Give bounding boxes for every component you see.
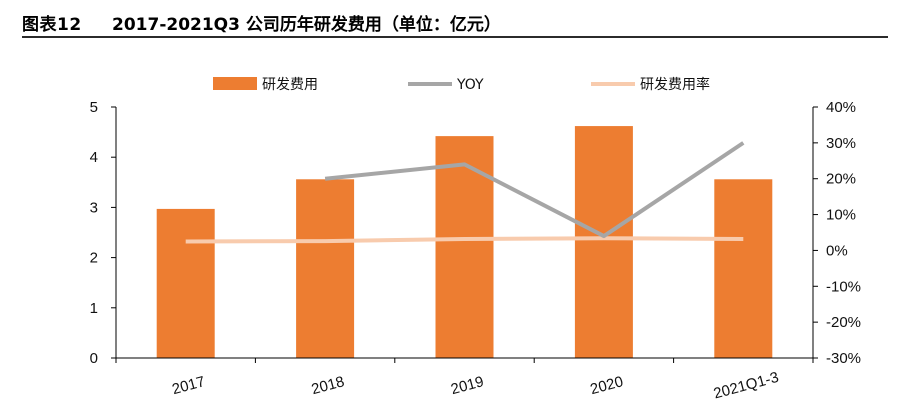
right-tick-label: 0% bbox=[826, 242, 848, 259]
left-tick-label: 5 bbox=[90, 99, 98, 116]
yoy-line bbox=[324, 141, 745, 239]
bar-2019 bbox=[435, 136, 494, 358]
left-tick-label: 1 bbox=[90, 300, 98, 317]
legend-label-2: 研发费用率 bbox=[640, 76, 710, 93]
bar-2020 bbox=[574, 126, 633, 359]
figure-header: 图表12 2017-2021Q3 公司历年研发费用（单位：亿元） bbox=[22, 6, 888, 38]
right-tick-label: 40% bbox=[826, 99, 856, 116]
right-tick-label: 30% bbox=[826, 135, 856, 152]
bar-2017 bbox=[156, 208, 215, 358]
legend-swatch-0 bbox=[213, 77, 257, 90]
right-tick-label: -20% bbox=[826, 314, 861, 331]
bar-2021Q1-3 bbox=[714, 179, 773, 358]
right-tick-label: -30% bbox=[826, 350, 861, 367]
left-tick-label: 0 bbox=[90, 350, 98, 367]
category-label: 2021Q1-3 bbox=[712, 369, 781, 403]
right-tick-label: 10% bbox=[826, 207, 856, 224]
legend-label-0: 研发费用 bbox=[262, 77, 318, 93]
rate-line bbox=[185, 236, 744, 244]
left-tick-label: 3 bbox=[90, 199, 98, 216]
left-tick-label: 4 bbox=[90, 149, 98, 166]
category-label: 2019 bbox=[449, 373, 486, 398]
figure-title: 2017-2021Q3 公司历年研发费用（单位：亿元） bbox=[112, 15, 501, 35]
right-tick-label: 20% bbox=[826, 171, 856, 188]
figure-label: 图表12 bbox=[22, 15, 82, 35]
category-label: 2017 bbox=[170, 373, 207, 398]
right-tick-label: -10% bbox=[826, 278, 861, 295]
category-label: 2018 bbox=[310, 373, 347, 398]
left-tick-label: 2 bbox=[90, 250, 98, 267]
bar-2018 bbox=[296, 179, 355, 358]
legend-label-1: YOY bbox=[456, 77, 484, 93]
category-label: 2020 bbox=[588, 373, 625, 398]
